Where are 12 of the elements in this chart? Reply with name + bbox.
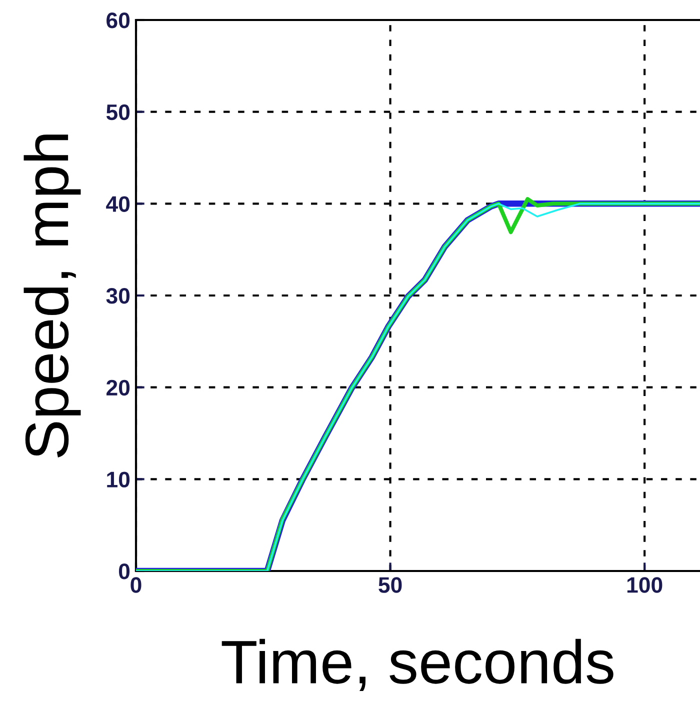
- x-axis-title: Time, seconds: [222, 638, 614, 692]
- x-tick-label: 0: [130, 577, 142, 593]
- y-tick-label: 20: [106, 380, 130, 396]
- y-tick-label: 10: [107, 472, 130, 488]
- y-tick-label: 50: [106, 104, 130, 120]
- y-tick-label: 0: [118, 564, 130, 580]
- y-axis-title: Speed, mph: [24, 134, 81, 458]
- x-tick-label: 100: [627, 577, 662, 593]
- y-tick-label: 30: [106, 288, 130, 304]
- x-tick-label: 50: [378, 577, 402, 593]
- y-tick-label: 40: [106, 196, 130, 212]
- y-tick-label: 60: [106, 12, 130, 28]
